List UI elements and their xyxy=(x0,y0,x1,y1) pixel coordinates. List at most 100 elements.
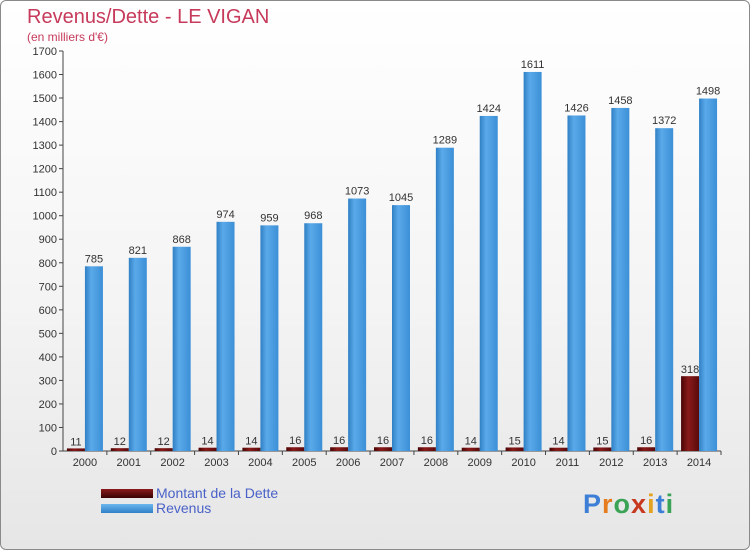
x-tick-label: 2005 xyxy=(292,457,316,469)
data-label-dette: 14 xyxy=(201,436,213,448)
x-tick-label: 2011 xyxy=(556,457,580,469)
bar-revenus xyxy=(392,205,410,451)
x-tick-label: 2002 xyxy=(160,457,184,469)
data-label-revenus: 968 xyxy=(304,210,322,222)
y-tick-label: 600 xyxy=(39,305,57,317)
data-label-dette: 318 xyxy=(681,364,699,376)
x-tick-label: 2013 xyxy=(643,457,667,469)
y-tick-label: 0 xyxy=(51,446,57,458)
bar-dette xyxy=(198,447,217,451)
x-tick-label: 2008 xyxy=(424,457,448,469)
bar-revenus xyxy=(260,225,279,451)
logo-letter: t xyxy=(655,489,666,519)
data-labels: 11 785 12 821 12 868 14 974 14 959 16 968 16 1073 16 10… xyxy=(70,59,720,448)
bar-dette xyxy=(242,447,261,451)
y-tick-label: 400 xyxy=(39,352,57,364)
data-label-dette: 11 xyxy=(70,436,81,448)
data-label-revenus: 1426 xyxy=(564,102,588,114)
data-label-dette: 14 xyxy=(465,436,477,448)
data-label-dette: 12 xyxy=(114,436,126,448)
y-tick-label: 800 xyxy=(39,258,57,270)
chart-title: Revenus/Dette - LE VIGAN xyxy=(27,6,270,28)
y-tick-label: 300 xyxy=(39,375,57,387)
y-tick-label: 500 xyxy=(39,328,57,340)
data-label-revenus: 1458 xyxy=(608,95,632,107)
data-label-revenus: 1424 xyxy=(476,103,500,115)
x-tick-label: 2007 xyxy=(380,457,404,469)
y-tick-label: 1600 xyxy=(33,70,57,82)
x-tick-label: 2014 xyxy=(687,457,711,469)
data-label-revenus: 974 xyxy=(216,209,234,221)
legend-swatch-dette xyxy=(101,489,153,498)
legend-label-dette: Montant de la Dette xyxy=(156,485,279,501)
bar-dette xyxy=(637,447,656,451)
data-label-revenus: 1073 xyxy=(345,186,369,198)
bar-dette xyxy=(66,448,85,451)
x-tick-label: 2012 xyxy=(599,457,623,469)
bar-dette xyxy=(417,447,436,451)
bar-revenus xyxy=(611,107,630,452)
y-tick-label: 100 xyxy=(39,422,57,434)
bar-revenus xyxy=(128,257,147,451)
bar-revenus xyxy=(699,98,718,451)
x-tick-label: 2010 xyxy=(511,457,535,469)
y-tick-label: 900 xyxy=(39,234,57,246)
bar-dette xyxy=(330,447,349,451)
y-tick-label: 200 xyxy=(39,399,57,411)
data-label-dette: 16 xyxy=(421,435,433,447)
data-label-dette: 16 xyxy=(333,435,345,447)
legend-label-revenus: Revenus xyxy=(156,500,212,516)
data-label-revenus: 1289 xyxy=(433,135,457,147)
data-label-dette: 14 xyxy=(245,436,257,448)
legend-swatch-revenus xyxy=(101,504,153,513)
bars xyxy=(66,71,718,452)
data-label-dette: 15 xyxy=(596,435,608,447)
bar-revenus xyxy=(348,198,367,451)
bar-revenus xyxy=(216,221,235,451)
data-label-revenus: 1372 xyxy=(652,115,676,127)
x-tick-label: 2009 xyxy=(467,457,491,469)
data-label-revenus: 1611 xyxy=(521,59,545,71)
y-tick-label: 1200 xyxy=(33,164,57,176)
y-tick-label: 1100 xyxy=(33,187,57,199)
bar-revenus xyxy=(84,266,103,451)
y-tick-label: 1300 xyxy=(33,140,57,152)
data-label-dette: 14 xyxy=(552,436,564,448)
data-label-revenus: 868 xyxy=(172,234,190,246)
y-tick-label: 1500 xyxy=(33,93,57,105)
logo-letter: i xyxy=(665,489,675,519)
data-label-revenus: 785 xyxy=(85,253,103,265)
bar-dette xyxy=(154,448,173,451)
bar-revenus xyxy=(435,147,454,452)
bar-dette xyxy=(286,447,305,451)
proxiti-logo: Proxiti xyxy=(583,489,674,520)
x-tick-label: 2000 xyxy=(73,457,97,469)
data-label-dette: 15 xyxy=(508,435,520,447)
logo-letter: i xyxy=(647,489,656,519)
logo-letter: r xyxy=(602,489,614,519)
bar-dette xyxy=(505,447,524,451)
data-label-dette: 16 xyxy=(377,435,389,447)
bar-revenus xyxy=(523,71,542,452)
x-tick-label: 2001 xyxy=(117,457,141,469)
y-tick-label: 700 xyxy=(39,281,57,293)
bar-revenus xyxy=(479,115,498,452)
data-label-dette: 12 xyxy=(158,436,170,448)
y-tick-label: 1700 xyxy=(33,46,57,58)
bar-dette xyxy=(681,376,700,451)
data-label-revenus: 959 xyxy=(260,212,278,224)
data-label-dette: 16 xyxy=(640,435,652,447)
logo-letter: x xyxy=(631,489,648,519)
bar-dette xyxy=(374,447,392,451)
bar-revenus xyxy=(655,128,674,452)
logo-letter: P xyxy=(583,489,603,519)
bar-dette xyxy=(549,447,568,451)
logo-letter: o xyxy=(613,489,632,519)
y-tick-label: 1400 xyxy=(33,117,57,129)
bar-dette xyxy=(110,448,129,451)
data-label-revenus: 1498 xyxy=(696,86,720,98)
data-label-dette: 16 xyxy=(289,435,301,447)
data-label-revenus: 1045 xyxy=(389,192,413,204)
